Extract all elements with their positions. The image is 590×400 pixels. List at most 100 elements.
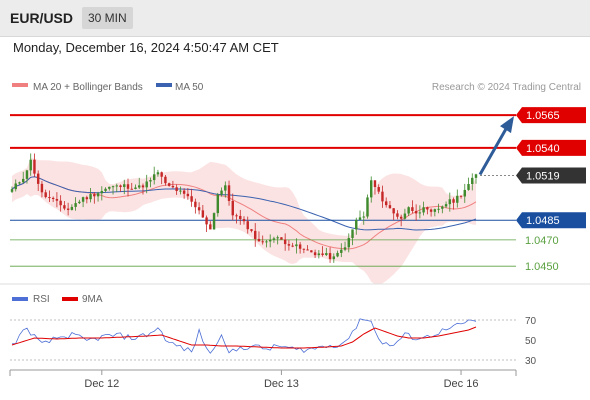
credit-label: Research © 2024 Trading Central: [432, 82, 581, 93]
x-axis-ticks: Dec 12 Dec 13 Dec 16: [84, 370, 478, 390]
candle-body: [392, 208, 395, 214]
candle-body: [373, 180, 377, 188]
rsi-legend-swatch: [12, 297, 28, 301]
candle-body: [384, 201, 388, 206]
candle-body: [126, 184, 130, 189]
price-level-label: 1.0485: [526, 215, 560, 227]
chart-header: EUR/USD 30 MIN: [0, 0, 590, 37]
candle-body: [175, 187, 178, 192]
candle-body: [51, 197, 55, 200]
candle-body: [298, 244, 302, 249]
rsi-tick-label: 70: [525, 316, 537, 327]
candle-body: [227, 185, 231, 201]
candle-body: [433, 209, 437, 212]
candle-body: [317, 253, 321, 256]
candle-body: [10, 189, 14, 192]
candle-body: [351, 229, 354, 239]
candle-body: [411, 207, 414, 211]
candle-body: [119, 185, 122, 188]
x-tick-label: Dec 16: [444, 378, 479, 390]
candle-body: [209, 224, 212, 230]
candle-body: [287, 244, 291, 246]
candle-body: [272, 238, 276, 240]
candle-body: [201, 210, 205, 218]
candle-body: [444, 204, 448, 207]
price-level-badge: [516, 139, 586, 156]
candle-body: [474, 174, 478, 178]
candle-body: [295, 244, 298, 247]
candle-body: [276, 237, 279, 239]
candle-body: [471, 177, 474, 185]
candle-body: [239, 215, 242, 220]
candle-body: [328, 253, 332, 260]
price-level-label: 1.0470: [525, 235, 559, 247]
candle-body: [358, 217, 362, 220]
candle-body: [321, 253, 324, 256]
candle-body: [268, 239, 272, 242]
candle-body: [355, 219, 358, 230]
candle-body: [377, 187, 380, 192]
price-level-label: 1.0519: [526, 171, 560, 183]
candle-body: [93, 194, 96, 197]
symbol-label: EUR/USD: [10, 10, 74, 26]
forecast-arrow: [478, 126, 509, 176]
candle-body: [145, 181, 148, 188]
candle-body: [381, 191, 384, 202]
candle-body: [141, 185, 145, 188]
candle-body: [340, 249, 343, 253]
candle-body: [205, 217, 208, 225]
candle-body: [291, 245, 294, 247]
chart-datetime: Monday, December 16, 2024 4:50:47 AM CET: [13, 40, 279, 55]
candle-body: [448, 199, 452, 205]
ma50-line: [11, 176, 477, 231]
candle-body: [74, 203, 77, 207]
candle-body: [257, 238, 261, 242]
rsi-legend-label: RSI: [33, 294, 50, 305]
candle-body: [160, 172, 163, 177]
rsi-tick-label: 50: [525, 336, 537, 347]
candle-body: [429, 209, 433, 212]
candle-body: [441, 206, 444, 209]
candle-body: [70, 206, 74, 210]
candle-body: [149, 180, 152, 182]
candle-body: [336, 252, 339, 257]
candle-body: [104, 188, 107, 191]
timeframe-button[interactable]: 30 MIN: [82, 7, 133, 29]
candle-body: [261, 241, 264, 243]
candle-body: [246, 221, 249, 230]
candle-body: [399, 216, 403, 219]
price-level-badge: [516, 212, 586, 229]
candle-body: [152, 174, 156, 181]
ma50-legend-label: MA 50: [175, 82, 204, 93]
candle-body: [138, 185, 141, 188]
candle-body: [212, 213, 216, 230]
candle-body: [78, 201, 81, 204]
candle-body: [242, 219, 246, 222]
candle-body: [414, 210, 418, 214]
rsi-pane: 70 50 30: [10, 316, 537, 367]
candle-body: [422, 207, 425, 213]
candle-body: [100, 190, 104, 194]
candle-body: [250, 229, 253, 231]
candle-body: [190, 196, 193, 202]
candle-body: [407, 207, 410, 214]
candle-body: [362, 216, 365, 218]
candle-body: [388, 205, 392, 209]
candle-body: [156, 172, 160, 175]
candle-body: [194, 201, 197, 208]
candle-body: [197, 207, 201, 211]
forecast-arrowhead: [500, 116, 514, 134]
price-level-label: 1.0565: [526, 110, 560, 122]
candle-body: [115, 185, 118, 187]
candle-body: [96, 193, 100, 197]
candle-body: [85, 197, 89, 200]
candle-body: [347, 238, 350, 248]
candle-body: [40, 183, 44, 193]
candle-body: [467, 184, 470, 190]
candle-body: [182, 190, 186, 194]
candle-body: [108, 186, 111, 189]
candle-body: [459, 195, 463, 197]
candle-body: [343, 247, 347, 250]
price-pane: 1.0565 1.0540 1.0519 1.0485 1.0470 1.0450: [10, 107, 586, 285]
